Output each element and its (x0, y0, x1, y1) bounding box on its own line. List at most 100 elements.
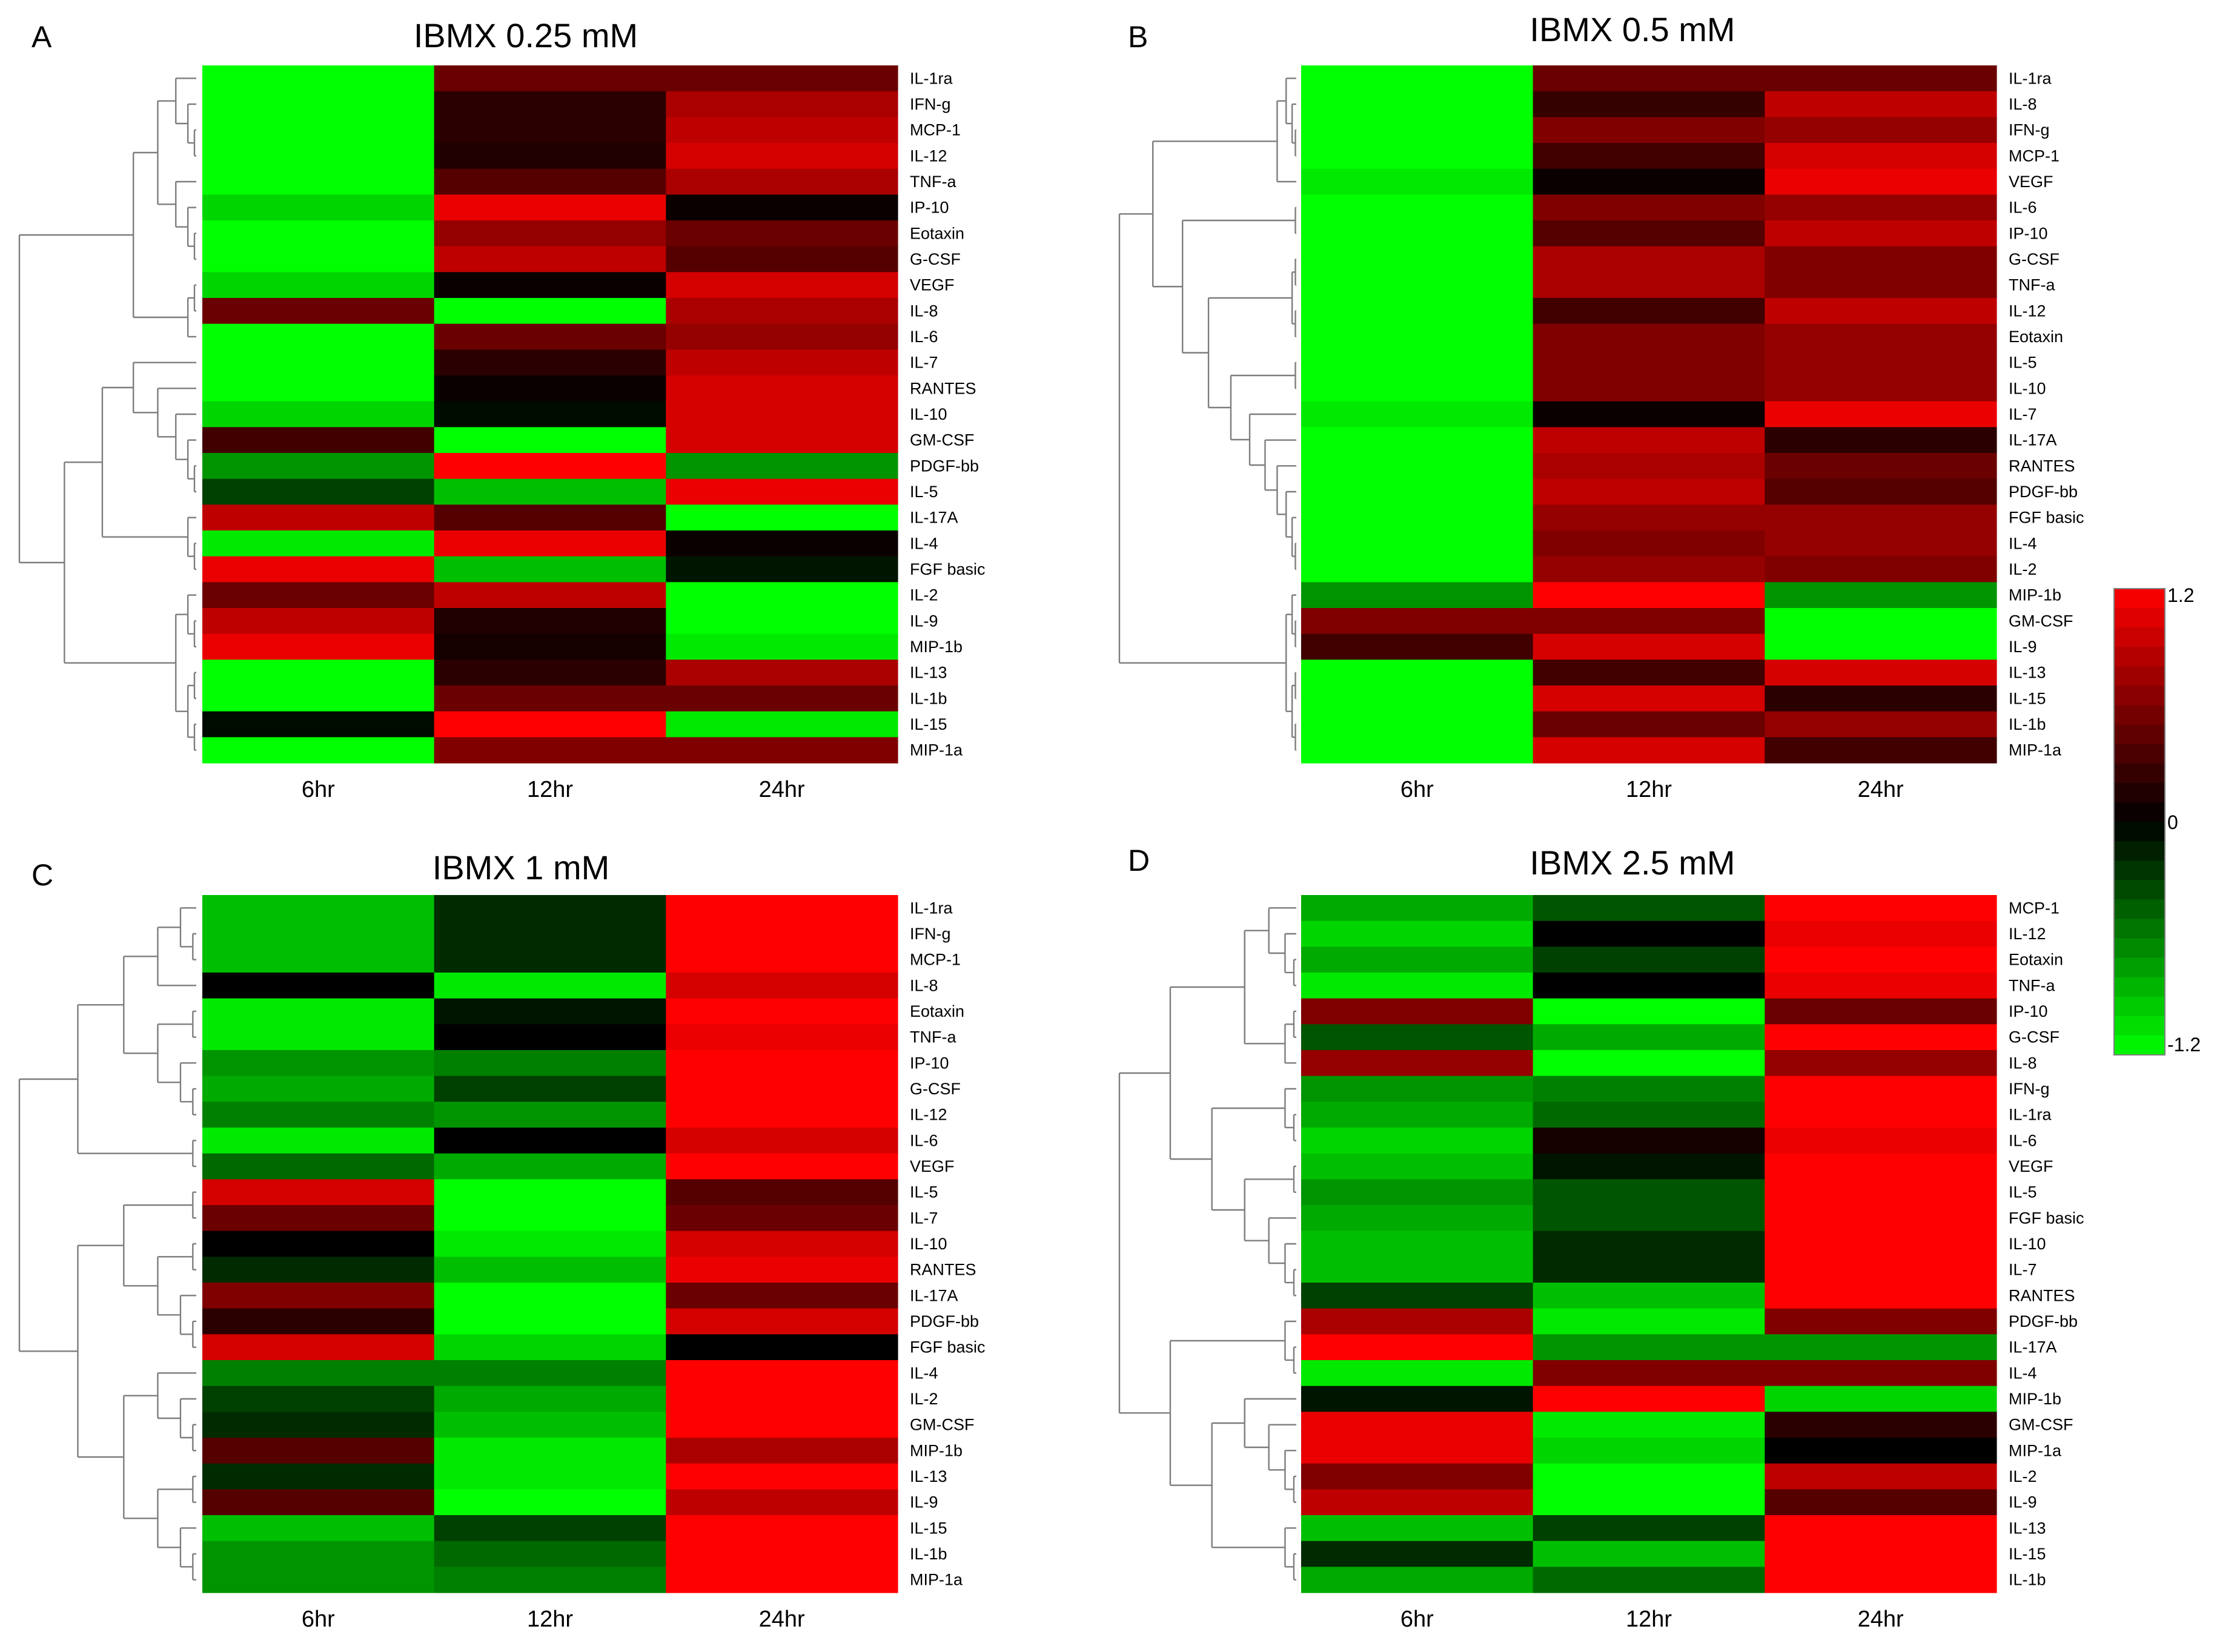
heatmap-cell (666, 556, 898, 583)
row-label: VEGF (2009, 1157, 2053, 1175)
heatmap-cell (666, 1515, 898, 1542)
heatmap-cell (1765, 298, 1997, 325)
row-label: RANTES (910, 379, 976, 397)
heatmap-cell (1301, 194, 1534, 221)
heatmap-cell (666, 1231, 898, 1257)
heatmap-cell (1765, 1102, 1997, 1128)
color-scale-step (2114, 627, 2165, 647)
heatmap-cell (666, 711, 898, 738)
heatmap-cell (666, 1102, 898, 1128)
column-label: 12hr (1626, 777, 1672, 802)
heatmap-cell (434, 1102, 666, 1128)
heatmap-cell (202, 427, 435, 454)
heatmap-cell (202, 1334, 435, 1361)
row-label: VEGF (910, 276, 955, 294)
row-label: IL-1b (2009, 1571, 2046, 1589)
heatmap-cell (1765, 1205, 1997, 1232)
heatmap-cell (1533, 453, 1765, 480)
heatmap-cell (1533, 530, 1765, 557)
heatmap-cell (1301, 1179, 1534, 1206)
color-scale-step (2114, 841, 2165, 861)
heatmap-cell (434, 1438, 666, 1464)
heatmap-cell (666, 1360, 898, 1387)
column-label: 24hr (759, 1607, 805, 1632)
color-scale-step (2114, 861, 2165, 881)
color-scale-step (2114, 996, 2165, 1017)
row-label: IL-10 (910, 1235, 947, 1253)
row-label: RANTES (910, 1261, 976, 1279)
heatmap-cell (202, 220, 435, 247)
row-label: IL-17A (910, 1286, 958, 1304)
heatmap-cells (202, 895, 898, 1593)
heatmap-cell (1301, 998, 1534, 1025)
heatmap-cell (666, 582, 898, 609)
heatmap-cell (1301, 686, 1534, 712)
row-label: Eotaxin (2009, 951, 2063, 969)
row-label: IL-12 (910, 1106, 947, 1124)
heatmap-cell (434, 1075, 666, 1102)
heatmap-cell (202, 246, 435, 273)
heatmap-cell (434, 1257, 666, 1283)
heatmap-cell (666, 220, 898, 247)
heatmap-cell (202, 65, 435, 92)
heatmap-cell (666, 659, 898, 686)
dendrogram (1118, 907, 1296, 1581)
row-label: MCP-1 (910, 121, 961, 139)
heatmap-cell (202, 973, 435, 999)
heatmap-cell (202, 1541, 435, 1567)
heatmap-cell (1533, 427, 1765, 454)
heatmap-cell (434, 323, 666, 350)
heatmap-cell (1533, 737, 1765, 764)
heatmap-cell (1765, 401, 1997, 428)
heatmap-cell (1533, 582, 1765, 609)
heatmap-cell (1301, 973, 1534, 999)
heatmap-cell (202, 556, 435, 583)
row-label: IFN-g (910, 925, 951, 943)
heatmap-cell (202, 453, 435, 480)
heatmap-cell (434, 711, 666, 738)
row-label: IP-10 (2009, 224, 2048, 242)
heatmap-cell (1301, 711, 1534, 738)
heatmap-cell (1533, 1257, 1765, 1283)
heatmap-cell (1765, 633, 1997, 660)
heatmap-cell (434, 272, 666, 299)
heatmap-cell (1301, 1489, 1534, 1516)
heatmap-cell (434, 633, 666, 660)
heatmap-cell (434, 168, 666, 195)
heatmap-cells (1301, 895, 1997, 1593)
heatmap-cell (1301, 1283, 1534, 1309)
heatmap-cell (202, 895, 435, 922)
heatmap-cell (1533, 1463, 1765, 1490)
heatmap-cell (202, 1360, 435, 1387)
heatmap-cell (1301, 1205, 1534, 1232)
row-label: IL-4 (910, 534, 938, 552)
heatmap-cell (1301, 427, 1534, 454)
heatmap-cell (666, 246, 898, 273)
heatmap-cell (1765, 530, 1997, 557)
heatmap-cell (1301, 168, 1534, 195)
row-label: IL-1b (910, 689, 947, 707)
heatmap-cell (1765, 478, 1997, 505)
row-label: IP-10 (2009, 1002, 2048, 1020)
heatmap-cell (1533, 1024, 1765, 1051)
heatmap-cell (1765, 427, 1997, 454)
heatmap-cell (1765, 1179, 1997, 1206)
heatmap-cell (666, 1205, 898, 1232)
row-label: GM-CSF (2009, 1416, 2073, 1434)
heatmap-cell (1301, 246, 1534, 273)
row-label: IL-17A (910, 509, 958, 527)
row-label: IL-4 (910, 1364, 938, 1382)
color-scale-step (2114, 919, 2165, 939)
heatmap-cell (666, 143, 898, 170)
heatmap-cell (1765, 686, 1997, 712)
heatmap-cell (666, 375, 898, 402)
heatmap-cell (1533, 920, 1765, 947)
heatmap-cell (666, 272, 898, 299)
heatmap-cell (434, 220, 666, 247)
heatmap-cell (202, 1308, 435, 1335)
heatmap-cell (1533, 1360, 1765, 1387)
row-label: IL-7 (2009, 1261, 2037, 1279)
row-label: IP-10 (910, 1054, 949, 1072)
heatmap-cell (1301, 143, 1534, 170)
